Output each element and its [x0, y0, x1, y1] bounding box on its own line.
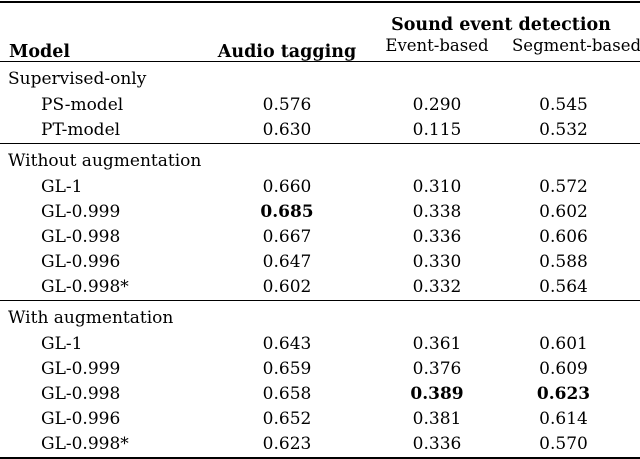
- audio-tagging-value: 0.630: [262, 120, 312, 140]
- event-based-value: 0.332: [412, 277, 462, 297]
- model-name: GL-0.998*: [41, 434, 129, 454]
- segment-based-value: 0.572: [539, 177, 588, 197]
- event-based-value: 0.290: [412, 95, 462, 115]
- model-name: PS-model: [41, 95, 124, 115]
- segment-based-value: 0.588: [539, 252, 588, 272]
- segment-based-value: 0.606: [539, 227, 588, 247]
- event-based-value: 0.330: [412, 252, 462, 272]
- table-row: PT-model 0.630 0.115 0.532: [0, 118, 640, 144]
- audio-tagging-value: 0.647: [262, 252, 312, 272]
- table-row: GL-0.998* 0.623 0.336 0.570: [0, 432, 640, 458]
- column-header-event-based: Event-based: [385, 35, 489, 55]
- event-based-value: 0.115: [412, 120, 462, 140]
- table-row: PS-model 0.576 0.290 0.545: [0, 93, 640, 118]
- table-row: GL-0.999 0.685 0.338 0.602: [0, 200, 640, 225]
- audio-tagging-value: 0.623: [262, 434, 312, 454]
- event-based-value: 0.381: [412, 409, 462, 429]
- section-label: With augmentation: [8, 307, 174, 328]
- segment-based-value: 0.564: [539, 277, 588, 297]
- segment-based-value: 0.601: [539, 334, 588, 354]
- audio-tagging-value: 0.643: [262, 334, 312, 354]
- section-label: Supervised-only: [8, 68, 147, 89]
- audio-tagging-value: 0.602: [262, 277, 312, 297]
- segment-based-value: 0.609: [539, 359, 588, 379]
- section-header-row: Supervised-only: [0, 62, 640, 94]
- table-row: GL-0.998 0.658 0.389 0.623: [0, 382, 640, 407]
- model-name: GL-0.999: [41, 202, 121, 222]
- event-based-value: 0.336: [412, 434, 462, 454]
- audio-tagging-value: 0.652: [262, 409, 312, 429]
- column-header-segment-based: Segment-based: [512, 35, 640, 55]
- model-name: GL-1: [41, 177, 83, 197]
- section-header-row: Without augmentation: [0, 144, 640, 176]
- column-group-sound-event-detection: Sound event detection: [391, 14, 611, 35]
- model-name: GL-0.998: [41, 227, 121, 247]
- column-header-model: Model: [9, 41, 71, 62]
- event-based-value: 0.376: [412, 359, 462, 379]
- segment-based-value: 0.602: [539, 202, 588, 222]
- event-based-value: 0.338: [412, 202, 462, 222]
- table-row: GL-0.996 0.652 0.381 0.614: [0, 407, 640, 432]
- section-supervised-only: Supervised-only PS-model 0.576 0.290 0.5…: [0, 62, 640, 144]
- segment-based-value: 0.623: [536, 384, 591, 404]
- model-name: GL-0.998*: [41, 277, 129, 297]
- table-row: GL-0.998 0.667 0.336 0.606: [0, 225, 640, 250]
- table-row: GL-1 0.643 0.361 0.601: [0, 332, 640, 357]
- event-based-value: 0.389: [410, 384, 464, 404]
- table-row: GL-0.996 0.647 0.330 0.588: [0, 250, 640, 275]
- segment-based-value: 0.570: [539, 434, 588, 454]
- model-name: GL-0.998: [41, 384, 121, 404]
- audio-tagging-value: 0.576: [262, 95, 312, 115]
- table-header: Model Audio tagging Sound event detectio…: [0, 2, 640, 62]
- audio-tagging-value: 0.667: [262, 227, 312, 247]
- model-name: GL-1: [41, 334, 83, 354]
- event-based-value: 0.336: [412, 227, 462, 247]
- section-without-augmentation: Without augmentation GL-1 0.660 0.310 0.…: [0, 144, 640, 301]
- table-row: GL-0.999 0.659 0.376 0.609: [0, 357, 640, 382]
- segment-based-value: 0.545: [539, 95, 588, 115]
- event-based-value: 0.361: [412, 334, 462, 354]
- event-based-value: 0.310: [412, 177, 462, 197]
- section-header-row: With augmentation: [0, 301, 640, 333]
- header-row-sub: Event-based Segment-based: [0, 34, 640, 62]
- section-with-augmentation: With augmentation GL-1 0.643 0.361 0.601…: [0, 301, 640, 459]
- audio-tagging-value: 0.658: [262, 384, 312, 404]
- segment-based-value: 0.532: [539, 120, 588, 140]
- table-row: GL-0.998* 0.602 0.332 0.564: [0, 275, 640, 301]
- column-header-audio-tagging: Audio tagging: [217, 41, 357, 62]
- model-name: GL-0.996: [41, 409, 121, 429]
- table-row: GL-1 0.660 0.310 0.572: [0, 175, 640, 200]
- audio-tagging-value: 0.660: [262, 177, 312, 197]
- model-name: GL-0.996: [41, 252, 121, 272]
- section-label: Without augmentation: [8, 150, 202, 171]
- segment-based-value: 0.614: [539, 409, 588, 429]
- model-name: GL-0.999: [41, 359, 121, 379]
- audio-tagging-value: 0.659: [262, 359, 312, 379]
- model-name: PT-model: [41, 120, 121, 140]
- header-row-top: Model Audio tagging Sound event detectio…: [0, 2, 640, 60]
- audio-tagging-value: 0.685: [260, 202, 314, 222]
